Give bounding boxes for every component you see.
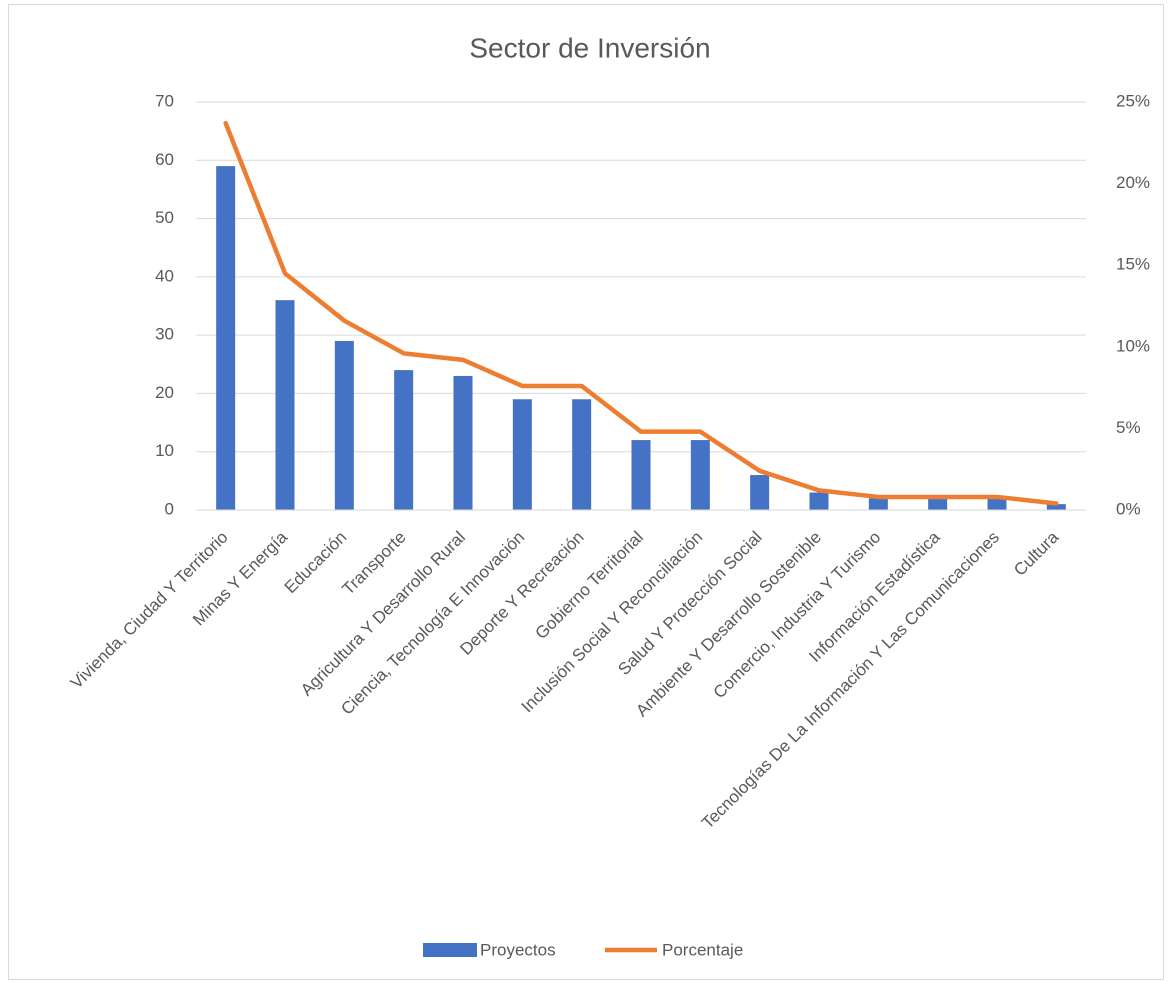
bar bbox=[928, 498, 948, 510]
y-tick-label: 40 bbox=[155, 266, 174, 285]
bar bbox=[690, 440, 710, 510]
legend-label: Porcentaje bbox=[662, 940, 743, 959]
bar bbox=[216, 166, 236, 510]
bar bbox=[453, 375, 473, 510]
y-tick-label: 0 bbox=[165, 499, 174, 518]
bar bbox=[809, 492, 829, 510]
y2-tick-label: 25% bbox=[1116, 91, 1150, 110]
legend-swatch bbox=[423, 943, 477, 957]
y-tick-label: 30 bbox=[155, 325, 174, 344]
y-tick-label: 70 bbox=[155, 91, 174, 110]
bar bbox=[394, 370, 414, 510]
bar bbox=[275, 300, 295, 510]
y-tick-label: 50 bbox=[155, 208, 174, 227]
bar bbox=[631, 440, 651, 510]
line bbox=[223, 120, 1059, 506]
bar bbox=[868, 498, 888, 510]
legend-label: Proyectos bbox=[480, 940, 556, 959]
y-tick-label: 10 bbox=[155, 441, 174, 460]
y-tick-label: 60 bbox=[155, 150, 174, 169]
y2-tick-label: 10% bbox=[1116, 336, 1150, 355]
y2-tick-label: 15% bbox=[1116, 255, 1150, 274]
y-tick-label: 20 bbox=[155, 383, 174, 402]
bar bbox=[512, 399, 532, 510]
bar bbox=[987, 498, 1007, 510]
y2-tick-label: 0% bbox=[1116, 499, 1141, 518]
bar bbox=[750, 475, 770, 510]
bar bbox=[572, 399, 592, 510]
y2-tick-label: 5% bbox=[1116, 418, 1141, 437]
chart-title: Sector de Inversión bbox=[469, 32, 710, 63]
bar bbox=[1046, 504, 1066, 510]
y2-tick-label: 20% bbox=[1116, 173, 1150, 192]
bar bbox=[334, 340, 354, 510]
